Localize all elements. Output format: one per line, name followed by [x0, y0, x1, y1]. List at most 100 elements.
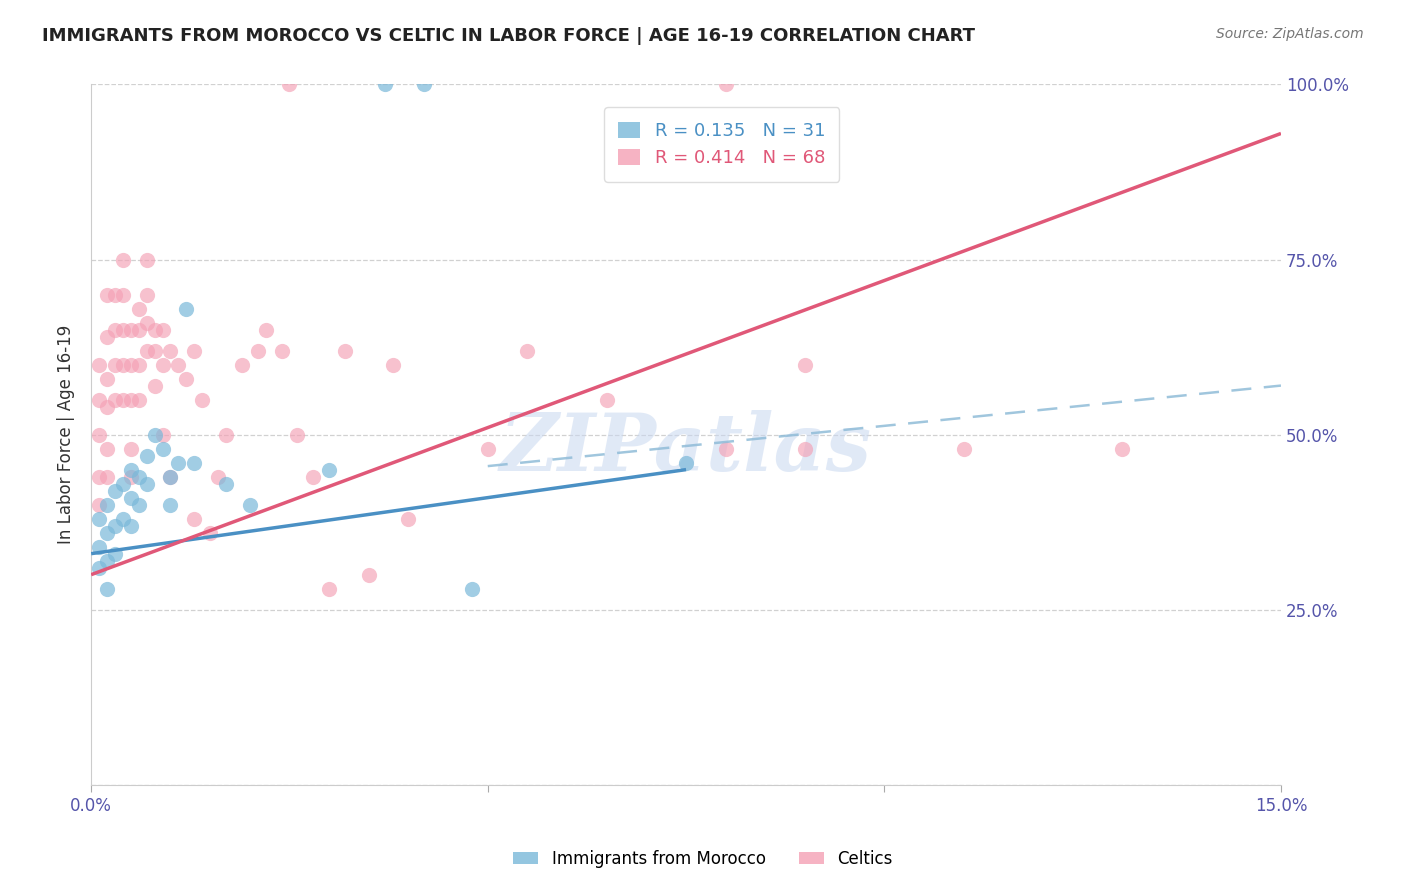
Point [96, 498, 118, 512]
Point [120, 358, 142, 372]
Point [413, 78, 436, 92]
Point [1111, 442, 1133, 456]
Point [104, 392, 127, 407]
Point [120, 462, 142, 476]
Point [104, 547, 127, 561]
Point [120, 442, 142, 456]
Point [198, 525, 221, 540]
Point [318, 582, 340, 596]
Point [516, 343, 538, 358]
Text: IMMIGRANTS FROM MOROCCO VS CELTIC IN LABOR FORCE | AGE 16-19 CORRELATION CHART: IMMIGRANTS FROM MOROCCO VS CELTIC IN LAB… [42, 27, 976, 45]
Point [231, 358, 253, 372]
Point [135, 343, 157, 358]
Point [152, 322, 174, 336]
Point [396, 511, 419, 525]
Point [96, 400, 118, 414]
Point [152, 427, 174, 442]
Point [254, 322, 277, 336]
Point [87, 540, 110, 554]
Point [714, 442, 737, 456]
Point [675, 456, 697, 470]
Point [159, 469, 181, 483]
Point [87, 427, 110, 442]
Point [952, 442, 974, 456]
Point [159, 498, 181, 512]
Point [120, 518, 142, 533]
Point [183, 511, 205, 525]
Point [135, 316, 157, 330]
Point [111, 287, 134, 301]
Point [120, 491, 142, 505]
Text: Source: ZipAtlas.com: Source: ZipAtlas.com [1216, 27, 1364, 41]
Point [128, 498, 150, 512]
Point [87, 358, 110, 372]
Point [794, 442, 817, 456]
Point [207, 469, 229, 483]
Point [461, 582, 484, 596]
Point [176, 371, 198, 385]
Point [135, 252, 157, 267]
Point [159, 343, 181, 358]
Text: ZIPatlas: ZIPatlas [501, 409, 872, 487]
Point [104, 287, 127, 301]
Point [374, 78, 396, 92]
Point [104, 322, 127, 336]
Point [128, 301, 150, 316]
Point [596, 392, 619, 407]
Point [143, 427, 166, 442]
Point [87, 511, 110, 525]
Point [381, 358, 404, 372]
Point [87, 392, 110, 407]
Point [128, 392, 150, 407]
Point [143, 378, 166, 392]
Point [111, 476, 134, 491]
Point [96, 525, 118, 540]
Point [96, 554, 118, 568]
Point [191, 392, 214, 407]
Point [215, 427, 238, 442]
Point [302, 469, 325, 483]
Point [183, 456, 205, 470]
Point [152, 358, 174, 372]
Point [270, 343, 292, 358]
Point [167, 358, 190, 372]
Point [318, 462, 340, 476]
Point [120, 322, 142, 336]
Point [135, 449, 157, 463]
Legend: Immigrants from Morocco, Celtics: Immigrants from Morocco, Celtics [506, 844, 900, 875]
Point [120, 469, 142, 483]
Point [143, 322, 166, 336]
Point [246, 343, 269, 358]
Point [135, 287, 157, 301]
Point [111, 358, 134, 372]
Point [333, 343, 356, 358]
Point [96, 371, 118, 385]
Point [477, 442, 499, 456]
Point [111, 511, 134, 525]
Point [111, 322, 134, 336]
Point [96, 329, 118, 343]
Point [104, 358, 127, 372]
Point [794, 358, 817, 372]
Point [111, 252, 134, 267]
Point [128, 469, 150, 483]
Point [96, 469, 118, 483]
Point [215, 476, 238, 491]
Point [96, 582, 118, 596]
Point [239, 498, 262, 512]
Point [128, 322, 150, 336]
Point [111, 392, 134, 407]
Point [128, 358, 150, 372]
Point [87, 498, 110, 512]
Point [176, 301, 198, 316]
Y-axis label: In Labor Force | Age 16-19: In Labor Force | Age 16-19 [58, 325, 75, 544]
Point [714, 78, 737, 92]
Point [357, 567, 380, 582]
Point [167, 456, 190, 470]
Legend: R = 0.135   N = 31, R = 0.414   N = 68: R = 0.135 N = 31, R = 0.414 N = 68 [605, 107, 839, 182]
Point [183, 343, 205, 358]
Point [159, 469, 181, 483]
Point [104, 518, 127, 533]
Point [104, 483, 127, 498]
Point [96, 442, 118, 456]
